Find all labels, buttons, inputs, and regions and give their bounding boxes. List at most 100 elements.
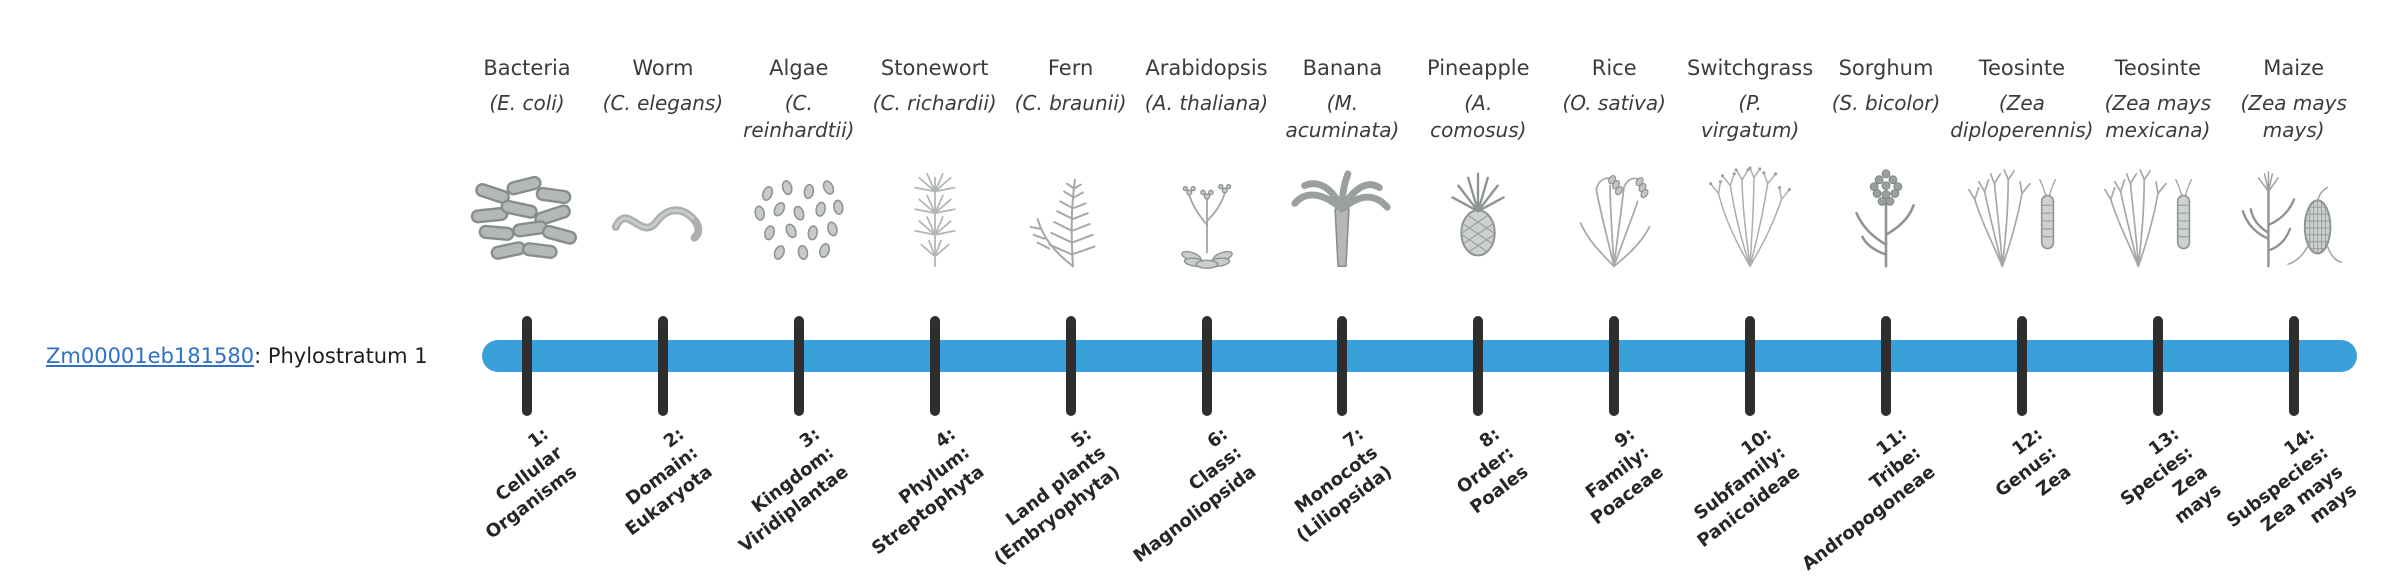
timeline-tick xyxy=(1745,316,1756,416)
organism-column: Teosinte (Zea diploperennis) xyxy=(1947,0,2097,420)
timeline-tick xyxy=(657,316,668,416)
sorghum-icon xyxy=(1823,162,1949,284)
stratum-label-text: 7: Monocots (Liliopsida) xyxy=(1264,423,1397,547)
bacteria-icon xyxy=(464,162,590,284)
stonewort-icon xyxy=(872,162,998,284)
switchgrass-icon xyxy=(1687,162,1813,284)
rice-icon xyxy=(1551,162,1677,284)
stratum-label: 7: Monocots (Liliopsida) xyxy=(1241,423,1396,547)
stratum-label-text: 12: Genus: Zea xyxy=(1978,423,2077,521)
organism-common-name: Rice xyxy=(1591,56,1637,80)
scientific-name-line: reinhardtii) xyxy=(743,118,855,142)
organism-scientific-name: (Zea mays mexicana) xyxy=(2055,90,2261,144)
stratum-label-text: 14: Subspecies: Zea mays mays xyxy=(2209,423,2362,571)
stratum-label-text: 11: Tribe: Andropogoneae xyxy=(1770,423,1941,576)
arabidopsis-icon xyxy=(1144,162,1270,284)
timeline-tick xyxy=(522,316,532,416)
organism-scientific-name: (Zea mays mays) xyxy=(2191,90,2397,144)
timeline-tick xyxy=(929,316,940,416)
stratum-label: 9: Family: Poaceae xyxy=(1541,423,1667,529)
organism-column: Algae (C. reinhardtii) xyxy=(724,0,874,420)
organism-common-name: Sorghum xyxy=(1838,56,1934,80)
scientific-name-line: (A. xyxy=(1464,91,1493,115)
scientific-name-line: (C. elegans) xyxy=(602,91,724,115)
scientific-name-line: (C. xyxy=(784,91,813,115)
scientific-name-line: (S. bicolor) xyxy=(1831,91,1941,115)
banana-icon xyxy=(1279,162,1405,284)
fern-icon xyxy=(1008,162,1134,284)
stratum-label-text: 8: Order: Poales xyxy=(1437,423,1533,519)
algae-icon xyxy=(736,162,862,284)
organism-common-name: Bacteria xyxy=(483,56,571,80)
organism-column: Banana (M. acuminata) xyxy=(1267,0,1417,420)
pineapple-icon xyxy=(1415,162,1541,284)
stratum-label-text: 6: Class: Magnoliopsida xyxy=(1101,423,1261,568)
timeline-tick xyxy=(1609,316,1620,416)
organism-column: Sorghum (S. bicolor) xyxy=(1811,0,1961,420)
organism-scientific-name: (S. bicolor) xyxy=(1783,90,1989,117)
scientific-name-line: virgatum) xyxy=(1700,118,1800,142)
teosinte-diploperennis-icon xyxy=(1959,162,2085,284)
organism-column: Arabidopsis (A. thaliana) xyxy=(1132,0,1282,420)
organism-column: Teosinte (Zea mays mexicana) xyxy=(2083,0,2233,420)
stratum-label: 14: Subspecies: Zea mays mays xyxy=(2184,423,2361,536)
organism-scientific-name: (P. virgatum) xyxy=(1647,90,1853,144)
organism-scientific-name: (C. richardii) xyxy=(832,90,1038,117)
timeline-tick xyxy=(2016,316,2027,416)
organism-column: Worm (C. elegans) xyxy=(588,0,738,420)
organism-scientific-name: (C. elegans) xyxy=(560,90,766,117)
timeline-tick xyxy=(1881,316,1891,416)
stratum-label: 3: Kingdom: Viridiplantae xyxy=(680,423,852,557)
gene-label: Zm00001eb181580: Phylostratum 1 xyxy=(46,341,428,371)
stratum-label: 11: Tribe: Andropogoneae xyxy=(1737,423,1939,575)
gene-id-link[interactable]: Zm00001eb181580 xyxy=(46,344,255,368)
stratum-label: 5: Land plants (Embryophyta) xyxy=(931,423,1124,569)
organism-column: Bacteria (E. coli) xyxy=(452,0,602,420)
stratum-label: 1: Cellular Organisms xyxy=(431,423,580,543)
timeline-tick xyxy=(1337,316,1348,416)
scientific-name-line: (A. thaliana) xyxy=(1144,91,1269,115)
teosinte-mexicana-icon xyxy=(2095,162,2221,284)
timeline-tick xyxy=(1065,316,1076,416)
scientific-name-line: (Zea mays xyxy=(2240,91,2347,115)
organism-scientific-name: (A. thaliana) xyxy=(1104,90,1310,117)
organism-scientific-name: (M. acuminata) xyxy=(1239,90,1445,144)
worm-icon xyxy=(600,162,726,284)
scientific-name-line: (E. coli) xyxy=(489,91,565,115)
organism-column: Fern (C. braunii) xyxy=(996,0,1146,420)
stratum-label: 8: Order: Poales xyxy=(1424,423,1532,518)
scientific-name-line: (Zea mays xyxy=(2104,91,2211,115)
organism-scientific-name: (C. reinhardtii) xyxy=(696,90,902,144)
maize-icon xyxy=(2231,162,2357,284)
timeline-tick xyxy=(2152,316,2163,416)
organism-column: Pineapple (A. comosus) xyxy=(1403,0,1553,420)
organism-scientific-name: (A. comosus) xyxy=(1375,90,1581,144)
timeline-tick xyxy=(793,316,804,416)
scientific-name-line: diploperennis) xyxy=(1950,118,2094,142)
organism-scientific-name: (C. braunii) xyxy=(968,90,1174,117)
organism-common-name: Stonewort xyxy=(880,56,989,80)
stratum-label: 12: Genus: Zea xyxy=(1963,423,2075,502)
stratum-label: 6: Class: Magnoliopsida xyxy=(1071,423,1260,567)
organism-scientific-name: (Zea diploperennis) xyxy=(1919,90,2125,144)
organism-common-name: Algae xyxy=(769,56,829,80)
scientific-name-line: (O. sativa) xyxy=(1562,91,1666,115)
stratum-label: 4: Phylum: Streptophyta xyxy=(812,423,988,559)
scientific-name-line: (Zea xyxy=(1998,91,2045,115)
organism-common-name: Fern xyxy=(1047,56,1094,80)
organism-common-name: Worm xyxy=(632,56,694,80)
organism-common-name: Teosinte xyxy=(2114,56,2201,80)
organism-column: Rice (O. sativa) xyxy=(1539,0,1689,420)
scientific-name-line: comosus) xyxy=(1430,118,1527,142)
organism-scientific-name: (E. coli) xyxy=(424,90,630,117)
organism-common-name: Arabidopsis xyxy=(1145,56,1268,80)
gene-label-suffix: : Phylostratum 1 xyxy=(254,344,428,368)
organism-common-name: Teosinte xyxy=(1978,56,2066,80)
scientific-name-line: acuminata) xyxy=(1285,118,1400,142)
timeline-tick xyxy=(2288,316,2299,416)
stratum-label: 2: Domain: Eukaryota xyxy=(572,423,716,540)
scientific-name-line: (C. richardii) xyxy=(872,91,997,115)
organism-common-name: Maize xyxy=(2263,56,2325,80)
timeline-tick xyxy=(1473,316,1484,416)
